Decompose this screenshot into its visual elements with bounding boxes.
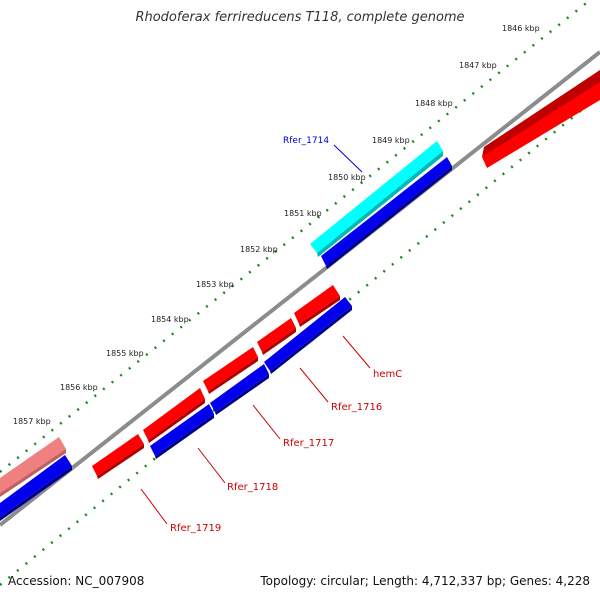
gene-arrow-rfer-1714[interactable] — [310, 141, 443, 257]
tick-label-1847: 1847 kbp — [459, 61, 497, 70]
gene-arrow-reverse-lower-3[interactable] — [150, 404, 214, 459]
gene-arrow-rfer-1718[interactable] — [143, 388, 205, 443]
tick-label-1853: 1853 kbp — [196, 280, 234, 289]
gene-arrow-reverse-upper[interactable] — [321, 157, 452, 269]
tick-label-1852: 1852 kbp — [240, 245, 278, 254]
tick-label-1850: 1850 kbp — [328, 173, 366, 182]
tick-label-1854: 1854 kbp — [151, 315, 189, 324]
gene-label-rfer-1718[interactable]: Rfer_1718 — [227, 482, 278, 493]
tick-label-1857: 1857 kbp — [13, 417, 51, 426]
accession-text: Accession: NC_007908 — [8, 574, 145, 588]
tick-label-1849: 1849 kbp — [372, 136, 410, 145]
gene-labels: Rfer_1714 hemC Rfer_1716 Rfer_1717 Rfer_… — [140, 136, 402, 534]
gene-arrow-rfer-1719[interactable] — [92, 434, 144, 479]
tick-label-1856: 1856 kbp — [60, 383, 98, 392]
tick-label-1855: 1855 kbp — [106, 349, 144, 358]
genome-summary-text: Topology: circular; Length: 4,712,337 bp… — [260, 574, 590, 588]
tick-label-1851: 1851 kbp — [284, 209, 322, 218]
gene-label-rfer-1714[interactable]: Rfer_1714 — [283, 136, 329, 146]
gene-arrow-reverse-lower-1[interactable] — [264, 297, 352, 374]
gene-label-hemc[interactable]: hemC — [373, 369, 402, 380]
gene-label-rfer-1719[interactable]: Rfer_1719 — [170, 523, 221, 534]
outer-ruler — [0, 0, 591, 473]
map-title: Rhodoferax ferrireducens T118, complete … — [135, 10, 465, 25]
genome-backbone — [0, 50, 600, 527]
gene-label-rfer-1717[interactable]: Rfer_1717 — [283, 438, 334, 449]
gene-arrow-reverse-left[interactable] — [0, 455, 72, 521]
tick-label-1846: 1846 kbp — [502, 24, 540, 33]
gene-arrow-rfer-1717[interactable] — [203, 347, 258, 394]
gene-label-rfer-1716[interactable]: Rfer_1716 — [331, 402, 382, 413]
gene-arrow-reverse-lower-2[interactable] — [210, 364, 269, 415]
ruler-tick-labels: 1846 kbp 1847 kbp 1848 kbp 1849 kbp 1850… — [13, 24, 540, 426]
gene-arrow-rfer-1716[interactable] — [257, 318, 296, 355]
gene-arrow-forward-topright[interactable] — [482, 70, 600, 168]
gene-arrow-hemc[interactable] — [294, 285, 340, 327]
gene-arrow-faded-left[interactable] — [0, 437, 66, 497]
tick-label-1848: 1848 kbp — [415, 99, 453, 108]
